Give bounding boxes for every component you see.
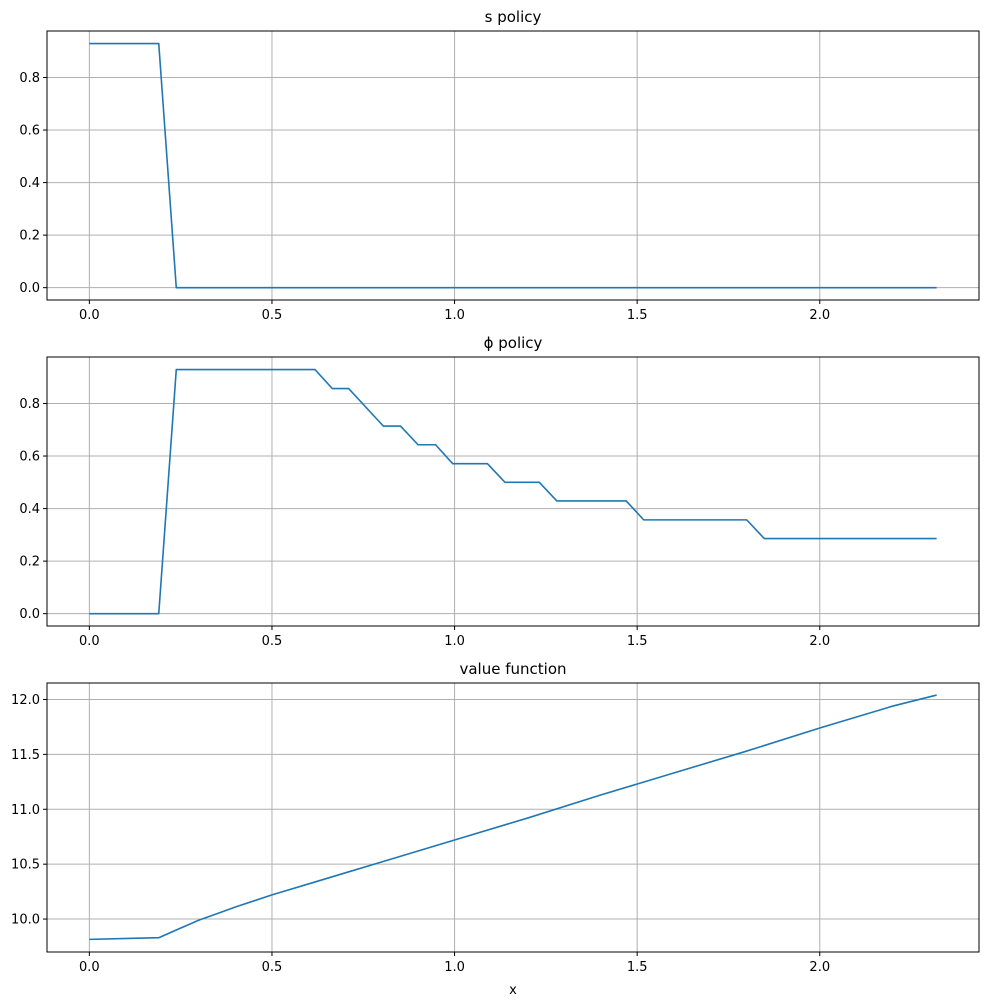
x-tick-label: 0.0 bbox=[79, 960, 100, 975]
y-tick-label: 0.0 bbox=[19, 281, 40, 296]
y-tick-label: 0.8 bbox=[19, 71, 40, 86]
y-tick-label: 0.8 bbox=[19, 397, 40, 412]
y-tick-label: 12.0 bbox=[11, 693, 40, 708]
y-tick-label: 0.4 bbox=[19, 176, 40, 191]
y-tick-label: 11.5 bbox=[11, 748, 40, 763]
y-tick-label: 0.4 bbox=[19, 502, 40, 517]
x-tick-label: 1.5 bbox=[627, 634, 648, 649]
x-tick-label: 0.0 bbox=[79, 634, 100, 649]
series-line-1 bbox=[89, 368, 937, 615]
y-tick-label: 0.6 bbox=[19, 450, 40, 465]
series-line-1 bbox=[89, 694, 937, 941]
y-tick-label: 0.2 bbox=[19, 229, 40, 244]
plot-area bbox=[47, 683, 979, 952]
axes-frame bbox=[46, 30, 980, 301]
x-tick-label: 0.0 bbox=[79, 308, 100, 323]
subplot-3: 0.0 0.5 1.0 1.5 2.0 10.0 10.5 11.0 11.5 12.0 value… bbox=[11, 660, 980, 998]
subplot-title: s policy bbox=[485, 8, 542, 26]
x-tick-label: 1.0 bbox=[444, 308, 465, 323]
x-tick-label: 2.0 bbox=[809, 960, 830, 975]
series-line-1 bbox=[89, 42, 937, 289]
x-tick-label: 1.0 bbox=[444, 960, 465, 975]
y-tick-label: 10.5 bbox=[11, 858, 40, 873]
x-tick-label: 0.5 bbox=[262, 634, 283, 649]
x-axis-label: x bbox=[509, 983, 517, 998]
subplot-title: ϕ policy bbox=[484, 334, 543, 352]
axes-frame bbox=[46, 356, 980, 627]
y-tick-label: 10.0 bbox=[11, 913, 40, 928]
plot-area bbox=[47, 31, 979, 300]
x-tick-label: 1.0 bbox=[444, 634, 465, 649]
x-tick-label: 2.0 bbox=[809, 634, 830, 649]
subplot-1: 0.0 0.5 1.0 1.5 2.0 0.0 0.2 0.4 0.6 0.8 s policy bbox=[19, 8, 980, 323]
y-tick-label: 11.0 bbox=[11, 803, 40, 818]
x-tick-label: 0.5 bbox=[262, 960, 283, 975]
axes-frame bbox=[46, 682, 980, 953]
subplot-2: 0.0 0.5 1.0 1.5 2.0 0.0 0.2 0.4 0.6 0.8 ϕ policy bbox=[19, 334, 980, 649]
x-tick-label: 1.5 bbox=[627, 308, 648, 323]
subplot-title: value function bbox=[459, 660, 566, 678]
x-tick-label: 2.0 bbox=[809, 308, 830, 323]
x-tick-label: 1.5 bbox=[627, 960, 648, 975]
y-tick-label: 0.6 bbox=[19, 124, 40, 139]
x-tick-label: 0.5 bbox=[262, 308, 283, 323]
y-tick-label: 0.0 bbox=[19, 607, 40, 622]
plot-area bbox=[47, 357, 979, 626]
y-tick-label: 0.2 bbox=[19, 555, 40, 570]
